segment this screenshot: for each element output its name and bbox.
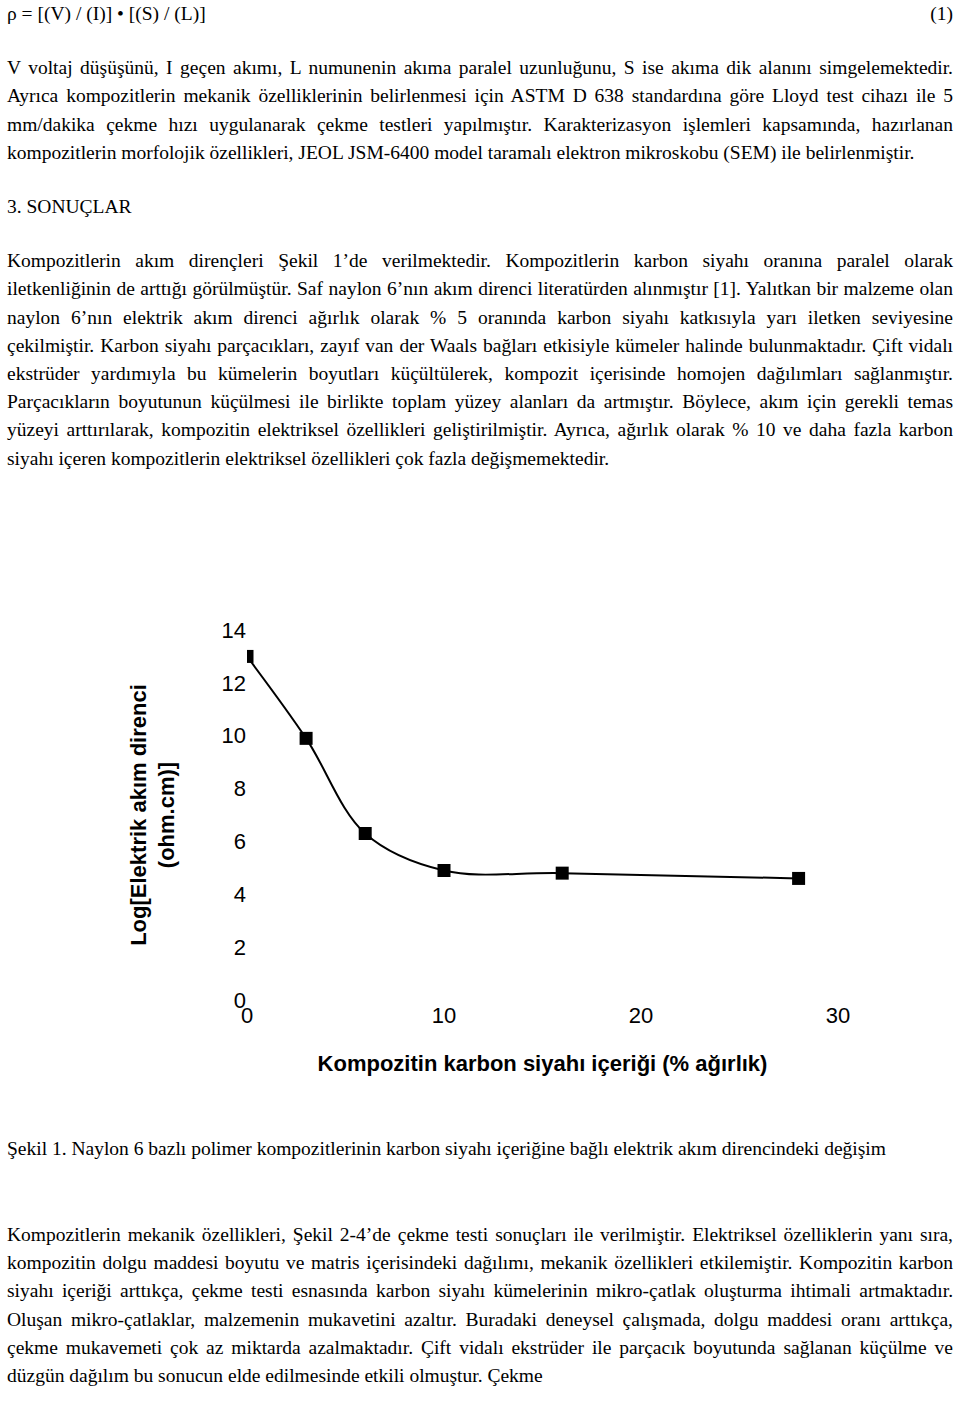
svg-text:Log[Elektrik akım direnci(ohm.: Log[Elektrik akım direnci(ohm.cm)]	[126, 684, 180, 946]
svg-text:10: 10	[432, 1003, 456, 1028]
svg-text:10: 10	[222, 723, 246, 748]
svg-text:2: 2	[234, 935, 246, 960]
html-text:V voltaj düşüşünü, I geçen akı: V voltaj düşüşünü, I geçen akımı, L numu…	[7, 57, 953, 163]
svg-text:20: 20	[629, 1003, 653, 1028]
svg-text:Kompozitin karbon siyahı içeri: Kompozitin karbon siyahı içeriği (% ağır…	[318, 1051, 768, 1076]
svg-text:0: 0	[234, 988, 246, 1013]
html-text:ρ = [(V) / (I)] • [(S) / (L)]: ρ = [(V) / (I)] • [(S) / (L)]	[7, 3, 206, 24]
svg-text:6: 6	[234, 829, 246, 854]
svg-text:30: 30	[826, 1003, 850, 1028]
svg-text:4: 4	[234, 882, 246, 907]
html-text:Şekil 1. Naylon 6 bazlı polime: Şekil 1. Naylon 6 bazlı polimer kompozit…	[7, 1138, 886, 1159]
html-text:Kompozitlerin mekanik özellikl: Kompozitlerin mekanik özellikleri, Şekil…	[7, 1224, 953, 1386]
svg-text:12: 12	[222, 671, 246, 696]
svg-text:14: 14	[222, 618, 246, 643]
svg-text:0: 0	[241, 1003, 253, 1028]
svg-text:8: 8	[234, 776, 246, 801]
html-text:Kompozitlerin akım dirençleri: Kompozitlerin akım dirençleri Şekil 1’de…	[7, 250, 953, 469]
html-text:3. SONUÇLAR: 3. SONUÇLAR	[7, 196, 132, 217]
html-text:(1): (1)	[930, 3, 953, 24]
